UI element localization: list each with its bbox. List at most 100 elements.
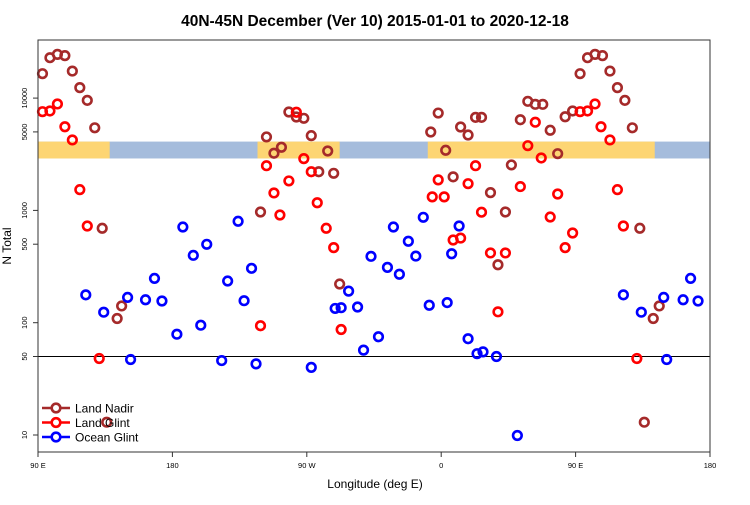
x-axis-label: Longitude (deg E) bbox=[327, 477, 422, 491]
land-nadir-point bbox=[254, 206, 267, 218]
legend-marker bbox=[50, 402, 62, 414]
ocean-glint-point bbox=[393, 268, 405, 280]
ocean-glint-point bbox=[446, 248, 458, 260]
ocean-glint-point bbox=[329, 302, 341, 315]
land-nadir-point bbox=[96, 222, 108, 234]
land-glint-point bbox=[559, 242, 571, 254]
legend-label: Ocean Glint bbox=[75, 431, 139, 445]
land-glint-point bbox=[544, 211, 556, 223]
ocean-glint-point bbox=[171, 328, 183, 340]
ocean-glint-point bbox=[387, 221, 400, 233]
y-axis-label: N Total bbox=[0, 227, 14, 264]
ocean-glint-point bbox=[471, 348, 483, 360]
land-nadir-point bbox=[66, 65, 78, 77]
land-glint-point bbox=[492, 306, 504, 318]
ocean-glint-point bbox=[511, 429, 523, 442]
ocean-glint-point bbox=[477, 346, 489, 358]
land-glint-point bbox=[552, 188, 564, 200]
ocean-glint-point bbox=[462, 333, 474, 345]
ocean-glint-point bbox=[372, 331, 385, 343]
land-nadir-point bbox=[305, 130, 317, 142]
land-nadir-point bbox=[59, 50, 71, 62]
ocean-glint-point bbox=[343, 285, 355, 297]
ocean-glint-point bbox=[80, 289, 92, 301]
x-tick-label: 90 W bbox=[298, 461, 316, 470]
land-glint-point bbox=[432, 174, 444, 186]
land-glint-point bbox=[455, 232, 467, 244]
land-nadir-point bbox=[111, 312, 123, 325]
y-tick-label: 1000 bbox=[20, 202, 29, 219]
ocean-glint-point bbox=[402, 235, 414, 247]
land-glint-point bbox=[74, 184, 86, 196]
x-tick-label: 90 E bbox=[30, 461, 45, 470]
land-glint-point bbox=[305, 166, 317, 178]
land-glint-point bbox=[438, 191, 450, 203]
land-nadir-point bbox=[447, 171, 459, 183]
chart-title: 40N-45N December (Ver 10) 2015-01-01 to … bbox=[181, 13, 569, 30]
land-nadir-point bbox=[268, 147, 280, 159]
land-nadir-point bbox=[559, 111, 571, 123]
land-nadir-point bbox=[604, 65, 616, 77]
land-nadir-point bbox=[505, 159, 517, 171]
land-glint-point bbox=[469, 160, 482, 172]
y-tick-label: 500 bbox=[20, 238, 29, 251]
ocean-glint-point bbox=[124, 353, 137, 366]
land-glint-point bbox=[529, 116, 541, 128]
x-tick-label: 0 bbox=[439, 461, 443, 470]
land-glint-point bbox=[328, 242, 340, 254]
y-tick-label: 10000 bbox=[20, 88, 29, 109]
ocean-glint-point bbox=[381, 261, 394, 273]
ocean-glint-point bbox=[238, 295, 250, 307]
ocean-glint-point bbox=[121, 291, 134, 303]
ocean-glint-point bbox=[661, 353, 673, 366]
land-glint-point bbox=[581, 105, 594, 117]
ocean-glint-point bbox=[98, 306, 110, 318]
y-tick-label: 50 bbox=[20, 352, 29, 360]
land-nadir-point bbox=[611, 82, 624, 94]
legend-label: Land Glint bbox=[75, 416, 130, 430]
land-glint-point bbox=[631, 352, 643, 365]
ocean-glint-point bbox=[232, 215, 244, 227]
land-glint-point bbox=[335, 323, 347, 336]
ocean-glint-point bbox=[417, 211, 429, 223]
land-glint-point bbox=[290, 106, 302, 118]
ocean-glint-point bbox=[635, 306, 647, 318]
land-nadir-point bbox=[89, 122, 101, 134]
land-nadir-point bbox=[653, 300, 665, 312]
x-tick-label: 180 bbox=[704, 461, 717, 470]
land-nadir-point bbox=[432, 107, 444, 119]
land-glint-point bbox=[59, 121, 71, 133]
land-glint-point bbox=[274, 209, 286, 221]
y-axis: 10 50 100 500 1000 5000 10000 bbox=[20, 88, 38, 439]
land-glint-point bbox=[260, 160, 273, 172]
ocean-glint-point bbox=[156, 295, 168, 307]
land-nadir-point bbox=[116, 300, 128, 312]
land-glint-point bbox=[567, 227, 579, 239]
land-glint-point bbox=[595, 121, 607, 133]
ocean-glint-point bbox=[357, 344, 370, 356]
land-glint-point bbox=[66, 134, 78, 146]
ocean-glint-point bbox=[441, 297, 453, 309]
land-nadir-point bbox=[596, 50, 609, 62]
land-glint-point bbox=[499, 247, 512, 259]
ocean-glint-point bbox=[677, 294, 689, 306]
ocean-glint-point bbox=[195, 319, 207, 331]
land-nadir-point bbox=[574, 68, 586, 80]
ocean-glint-point bbox=[684, 272, 697, 285]
ocean-glint-point bbox=[335, 302, 347, 314]
land-glint-point bbox=[484, 247, 497, 259]
land-glint-point bbox=[298, 153, 310, 165]
land-nadir-point bbox=[475, 111, 488, 123]
ocean-glint-point bbox=[692, 295, 704, 307]
land-glint-point bbox=[320, 222, 332, 234]
land-nadir-point bbox=[462, 129, 474, 141]
ocean-glint-point bbox=[245, 262, 258, 274]
land-nadir-point bbox=[275, 141, 288, 153]
land-nadir-point bbox=[328, 167, 340, 179]
land-nadir-point bbox=[544, 124, 556, 136]
land-glint-point bbox=[535, 152, 547, 164]
legend-label: Land Nadir bbox=[75, 402, 134, 416]
land-nadir-point bbox=[334, 278, 346, 290]
